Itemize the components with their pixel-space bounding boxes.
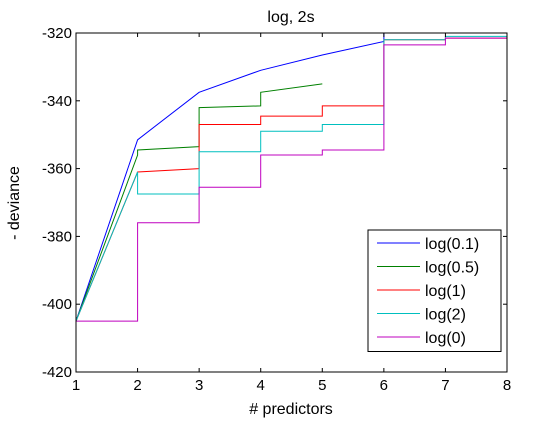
x-tick-label: 8 xyxy=(503,377,511,394)
legend-label-1: log(0.1) xyxy=(425,236,479,253)
chart-title: log, 2s xyxy=(267,9,314,26)
legend: log(0.1) log(0.5) log(1) log(2) log(0) xyxy=(367,229,502,352)
x-tick-label: 4 xyxy=(257,377,265,394)
legend-label-2: log(0.5) xyxy=(425,260,479,277)
series-line-1 xyxy=(76,33,385,322)
x-axis-label: # predictors xyxy=(249,401,333,418)
x-tick-label: 7 xyxy=(441,377,449,394)
axes-frame xyxy=(75,32,508,373)
y-axis-label: - deviance xyxy=(6,166,23,240)
axes: 1 2 3 4 5 6 7 8 -420 -400 -380 -360 -340 -320 xyxy=(42,25,511,394)
legend-label-3: log(1) xyxy=(425,283,466,300)
legend-box xyxy=(367,229,502,352)
y-tick-label: -420 xyxy=(42,364,72,381)
y-tick-label: -360 xyxy=(42,161,72,178)
series-line-4 xyxy=(76,35,507,322)
series-line-5 xyxy=(76,37,507,322)
legend-label-5: log(0) xyxy=(425,330,466,347)
y-tick-label: -320 xyxy=(42,25,72,42)
y-tick-label: -340 xyxy=(42,93,72,110)
x-tick-label: 3 xyxy=(195,377,203,394)
legend-label-4: log(2) xyxy=(425,307,466,324)
x-tick-label: 1 xyxy=(72,377,80,394)
y-tick-label: -380 xyxy=(42,228,72,245)
series-lines xyxy=(76,33,507,322)
x-tick-label: 6 xyxy=(380,377,388,394)
x-tick-label: 2 xyxy=(133,377,141,394)
y-tick-label: -400 xyxy=(42,296,72,313)
plot-area xyxy=(76,33,507,322)
x-tick-label: 5 xyxy=(318,377,326,394)
